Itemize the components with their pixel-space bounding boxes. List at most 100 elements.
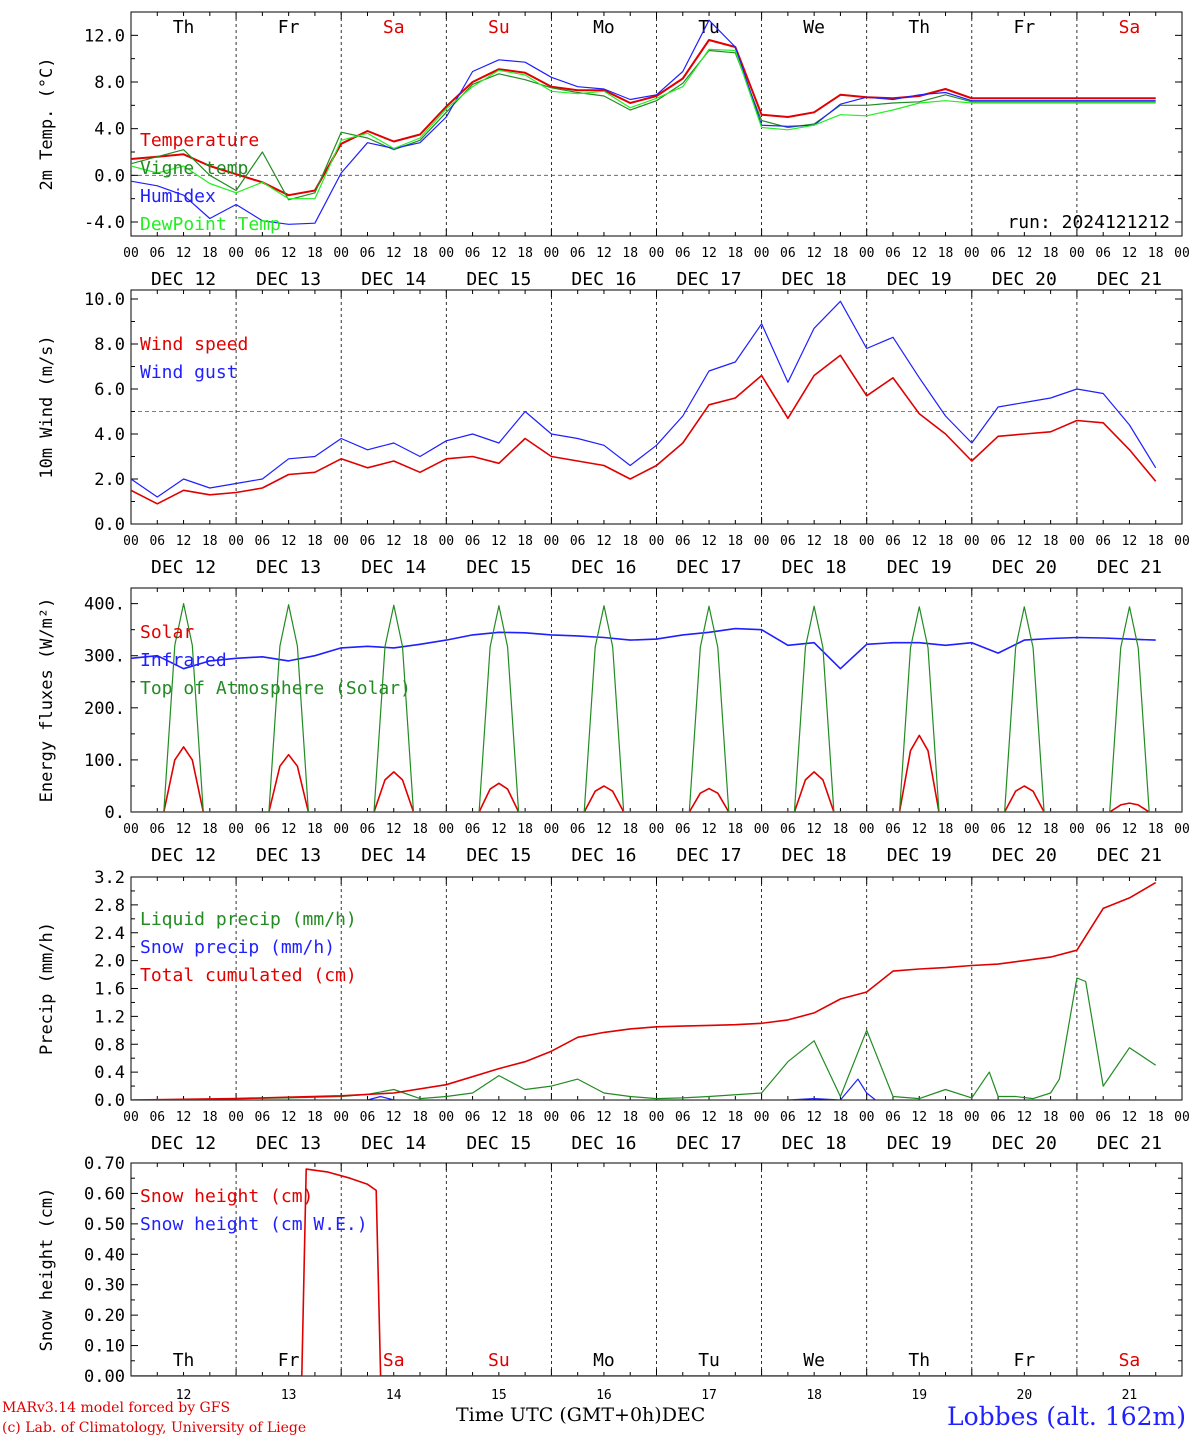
weekday-label: Sa bbox=[383, 17, 405, 38]
legend-entry: Wind speed bbox=[140, 334, 248, 355]
hour-tick-label: 06 bbox=[465, 246, 481, 261]
legend-entry: Wind gust bbox=[140, 362, 238, 383]
hour-tick-label: 06 bbox=[780, 1110, 796, 1125]
hour-tick-label: 12 bbox=[1017, 1110, 1033, 1125]
hour-tick-label: 18 bbox=[938, 246, 954, 261]
hour-tick-label: 06 bbox=[255, 246, 271, 261]
day-label: DEC 20 bbox=[992, 269, 1057, 290]
hour-tick-label: 06 bbox=[255, 534, 271, 549]
y-tick-label: 0.0 bbox=[94, 515, 125, 535]
hour-tick-label: 18 bbox=[202, 822, 218, 837]
hour-tick-label: 06 bbox=[780, 246, 796, 261]
y-tick-label: 0.30 bbox=[84, 1276, 125, 1296]
hour-tick-label: 18 bbox=[727, 1110, 743, 1125]
hour-tick-label: 06 bbox=[675, 1110, 691, 1125]
hour-tick-label: 12 bbox=[281, 534, 297, 549]
legend-entry: Solar bbox=[140, 622, 194, 643]
hour-tick-label: 06 bbox=[1095, 822, 1111, 837]
series-line-temp-3 bbox=[131, 48, 1156, 200]
hour-tick-label: 12 bbox=[806, 246, 822, 261]
day-label: DEC 19 bbox=[887, 269, 952, 290]
day-number-label: 17 bbox=[701, 1388, 717, 1400]
hour-tick-label: 00 bbox=[964, 246, 980, 261]
y-tick-label: 2.0 bbox=[94, 952, 125, 972]
hour-tick-label: 00 bbox=[228, 246, 244, 261]
y-tick-label: 2.4 bbox=[94, 924, 125, 944]
hour-tick-label: 12 bbox=[911, 1110, 927, 1125]
hour-tick-label: 12 bbox=[701, 246, 717, 261]
hour-tick-label: 12 bbox=[1122, 534, 1138, 549]
day-label: DEC 15 bbox=[466, 557, 531, 578]
hour-tick-label: 18 bbox=[517, 246, 533, 261]
y-axis-label: 10m Wind (m/s) bbox=[37, 335, 57, 478]
hour-tick-label: 00 bbox=[859, 1110, 875, 1125]
hour-tick-label: 00 bbox=[228, 534, 244, 549]
y-tick-label: 8.0 bbox=[94, 335, 125, 355]
series-line-precip-1 bbox=[131, 1078, 1156, 1100]
hour-tick-label: 18 bbox=[1148, 822, 1164, 837]
hour-tick-label: 00 bbox=[123, 246, 139, 261]
day-label: DEC 15 bbox=[466, 1133, 531, 1154]
y-tick-label: 0. bbox=[105, 803, 125, 823]
hour-tick-label: 12 bbox=[491, 246, 507, 261]
y-tick-label: 2.8 bbox=[94, 896, 125, 916]
weekday-label: We bbox=[803, 1350, 825, 1371]
hour-tick-label: 00 bbox=[333, 1110, 349, 1125]
plot-frame bbox=[130, 587, 1183, 813]
hour-tick-label: 18 bbox=[202, 246, 218, 261]
panel-snow: 0.00 0.10 0.20 0.30 0.40 0.50 0.60 0.70 Snow hei… bbox=[37, 1154, 1183, 1403]
day-label: DEC 18 bbox=[782, 269, 847, 290]
time-axis-month: DEC bbox=[661, 1404, 706, 1426]
hour-tick-label: 06 bbox=[990, 822, 1006, 837]
hour-tick-label: 18 bbox=[1148, 1110, 1164, 1125]
y-tick-label: 4.0 bbox=[94, 120, 125, 140]
y-tick-label: 0.0 bbox=[94, 166, 125, 186]
hour-tick-label: 00 bbox=[1069, 1110, 1085, 1125]
y-tick-label: 0.4 bbox=[94, 1063, 125, 1083]
y-tick-label: 1.6 bbox=[94, 980, 125, 1000]
weekday-label: Mo bbox=[593, 17, 615, 38]
hour-tick-label: 00 bbox=[964, 822, 980, 837]
hour-tick-label: 12 bbox=[176, 1110, 192, 1125]
y-axis-label: Energy fluxes (W/m²) bbox=[37, 598, 57, 803]
weekday-label: Su bbox=[488, 1350, 510, 1371]
hour-tick-label: 18 bbox=[307, 246, 323, 261]
day-number-label: 12 bbox=[176, 1388, 192, 1400]
hour-tick-label: 06 bbox=[149, 246, 165, 261]
day-label: DEC 19 bbox=[887, 557, 952, 578]
weekday-label: Fr bbox=[278, 17, 300, 38]
y-tick-label: 0.0 bbox=[94, 1091, 125, 1111]
y-tick-label: 2.0 bbox=[94, 470, 125, 490]
day-label: DEC 15 bbox=[466, 845, 531, 866]
hour-tick-label: 00 bbox=[438, 822, 454, 837]
hour-tick-label: 12 bbox=[491, 1110, 507, 1125]
hour-tick-label: 12 bbox=[596, 1110, 612, 1125]
panel-wind: 0.0 2.0 4.0 6.0 8.0 10.0 10m Wind (m/s) 00 06 12 1… bbox=[37, 289, 1190, 578]
hour-tick-label: 18 bbox=[622, 534, 638, 549]
hour-tick-label: 00 bbox=[438, 534, 454, 549]
hour-tick-label: 12 bbox=[281, 1110, 297, 1125]
hour-tick-label: 06 bbox=[255, 1110, 271, 1125]
day-label: DEC 17 bbox=[677, 845, 742, 866]
day-label: DEC 19 bbox=[887, 1133, 952, 1154]
day-label: DEC 13 bbox=[256, 1133, 321, 1154]
day-label: DEC 20 bbox=[992, 845, 1057, 866]
hour-tick-label: 00 bbox=[1069, 246, 1085, 261]
day-label: DEC 19 bbox=[887, 845, 952, 866]
series-line-snow-0 bbox=[131, 1168, 1156, 1376]
weekday-label: Fr bbox=[278, 1350, 300, 1371]
y-tick-label: 100. bbox=[84, 751, 125, 771]
hour-tick-label: 00 bbox=[1174, 534, 1190, 549]
hour-tick-label: 06 bbox=[255, 822, 271, 837]
day-label: DEC 21 bbox=[1097, 269, 1162, 290]
hour-tick-label: 06 bbox=[675, 822, 691, 837]
hour-tick-label: 18 bbox=[727, 534, 743, 549]
hour-tick-label: 00 bbox=[1069, 822, 1085, 837]
hour-tick-label: 18 bbox=[517, 822, 533, 837]
hour-tick-label: 12 bbox=[701, 822, 717, 837]
y-axis-label: Snow height (cm) bbox=[37, 1188, 57, 1352]
hour-tick-label: 00 bbox=[333, 246, 349, 261]
time-axis-title: Time UTC (GMT+0h)DEC bbox=[456, 1404, 705, 1426]
hour-tick-label: 18 bbox=[938, 822, 954, 837]
y-tick-label: 6.0 bbox=[94, 380, 125, 400]
